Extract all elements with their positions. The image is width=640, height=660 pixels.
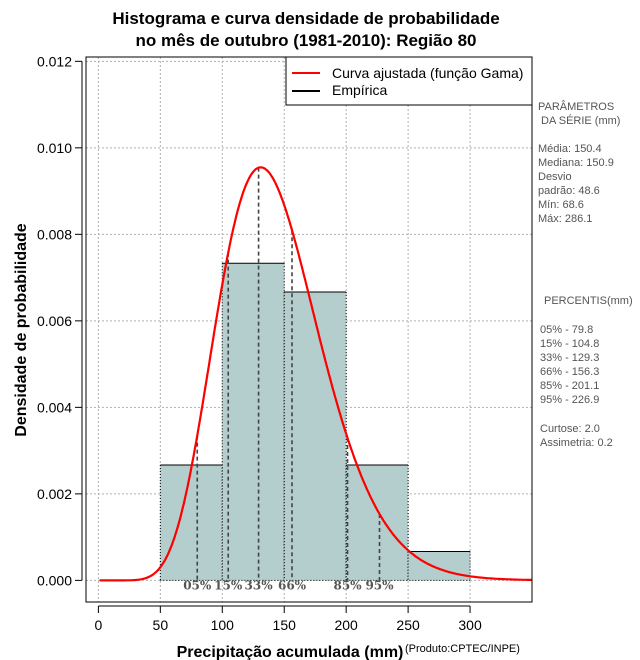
- y-tick-label-2: 0.004: [37, 399, 72, 415]
- legend-label-curve: Curva ajustada (função Gama): [332, 65, 523, 81]
- percentile-label-33%: 33%: [245, 578, 274, 592]
- percentil-33: 33% - 129.3: [540, 352, 599, 364]
- chart-title-line2: no mês de outubro (1981-2010): Região 80: [135, 31, 476, 50]
- param-mean: Média: 150.4: [538, 143, 602, 155]
- param-skewness: Assimetria: 0.2: [540, 437, 613, 449]
- y-tick-label-6: 0.012: [37, 53, 72, 69]
- percentile-label-85%: 85%: [333, 578, 362, 592]
- legend-box: [285, 56, 533, 106]
- param-sd-line2: padrão: 48.6: [538, 185, 600, 197]
- percentile-label-66%: 66%: [278, 578, 307, 592]
- params-title-2: DA SÉRIE (mm): [541, 114, 620, 127]
- y-axis: 0.000 0.002 0.004 0.006 0.008 0.010 0.012: [37, 53, 83, 588]
- percentile-label-15%: 15%: [214, 578, 243, 592]
- y-tick-label-3: 0.006: [37, 313, 72, 329]
- gamma-density-curve: [99, 166, 533, 582]
- legend-label-empirical: Empírica: [332, 82, 387, 98]
- histogram-bars: [159, 262, 471, 581]
- percentis-title: PERCENTIS(mm): [544, 295, 633, 307]
- x-axis-title: Precipitação acumulada (mm): [177, 644, 404, 660]
- percentile-label-05%: 05%: [183, 578, 212, 592]
- histogram-bar-1: [222, 263, 285, 581]
- x-tick-label-0: 0: [94, 617, 102, 633]
- histogram-bar-3: [346, 465, 409, 581]
- param-sd-line1: Desvio: [538, 171, 572, 183]
- percentil-15: 15% - 104.8: [540, 338, 599, 350]
- param-min: Mín: 68.6: [538, 199, 584, 211]
- percentile-label-95%: 95%: [365, 578, 394, 592]
- y-tick-label-1: 0.002: [37, 486, 72, 502]
- y-tick-label-5: 0.010: [37, 140, 72, 156]
- histogram-bar-0: [160, 465, 223, 581]
- percentil-95: 95% - 226.9: [540, 394, 599, 406]
- x-tick-label-6: 300: [458, 617, 482, 633]
- x-tick-label-1: 50: [153, 617, 169, 633]
- param-max: Máx: 286.1: [538, 213, 592, 225]
- percentile-lines: [196, 167, 381, 581]
- y-axis-title: Densidade de probabilidade: [13, 223, 30, 436]
- chart-title-line1: Histograma e curva densidade de probabil…: [112, 9, 499, 28]
- histogram-bar-4: [408, 551, 471, 581]
- percentil-66: 66% - 156.3: [540, 366, 599, 378]
- x-tick-label-4: 200: [334, 617, 358, 633]
- percentil-05: 05% - 79.8: [540, 324, 593, 336]
- histogram-bar-2: [284, 291, 347, 581]
- y-tick-label-4: 0.008: [37, 226, 72, 242]
- param-kurtosis: Curtose: 2.0: [540, 423, 600, 435]
- param-median: Mediana: 150.9: [538, 157, 614, 169]
- x-tick-label-2: 100: [211, 617, 235, 633]
- series-parameters-panel: PARÂMETROS DA SÉRIE (mm) Média: 150.4 Me…: [538, 100, 633, 449]
- percentile-labels: 05% 15% 33% 66% 85% 95%: [183, 578, 394, 592]
- legend: Curva ajustada (função Gama) Empírica: [285, 56, 533, 106]
- percentil-85: 85% - 201.1: [540, 380, 599, 392]
- x-axis: 0 50 100 150 200 250 300: [94, 605, 482, 633]
- product-credit: (Produto:CPTEC/INPE): [405, 643, 520, 655]
- x-tick-label-5: 250: [396, 617, 420, 633]
- params-title-1: PARÂMETROS: [538, 100, 614, 113]
- x-tick-label-3: 150: [273, 617, 297, 633]
- y-tick-label-0: 0.000: [37, 572, 72, 588]
